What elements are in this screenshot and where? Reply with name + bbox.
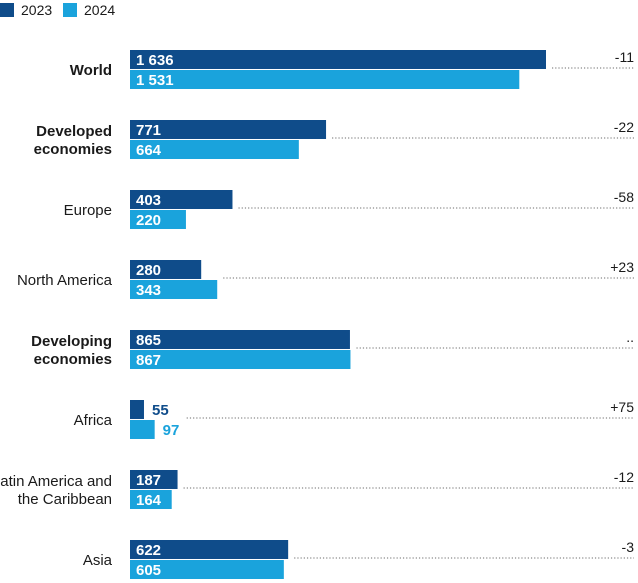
value-label-2024: 664 bbox=[136, 142, 162, 159]
change-label: -3 bbox=[622, 539, 635, 555]
value-label-2023: 55 bbox=[152, 402, 169, 419]
value-label-2024: 97 bbox=[163, 422, 180, 439]
bar-2023 bbox=[130, 50, 546, 69]
value-label-2023: 403 bbox=[136, 192, 161, 209]
bar-2023 bbox=[130, 540, 289, 559]
change-label: +75 bbox=[610, 399, 634, 415]
bar-2024 bbox=[130, 280, 218, 299]
category-row: Asia 622 605 -3 bbox=[83, 539, 634, 579]
bar-2024 bbox=[130, 210, 186, 229]
legend-label-2023: 2023 bbox=[21, 2, 52, 18]
category-label: Developing economies bbox=[31, 333, 112, 368]
category-label: Asia bbox=[83, 552, 113, 569]
bar-2024 bbox=[130, 420, 155, 439]
bar-2023 bbox=[130, 190, 233, 209]
value-label-2024: 343 bbox=[136, 282, 161, 299]
legend-swatch-2024 bbox=[63, 3, 77, 17]
bar-2023 bbox=[130, 120, 327, 139]
bar-2024 bbox=[130, 70, 520, 89]
category-label: Latin America and the Caribbean bbox=[0, 473, 112, 508]
category-label: North America bbox=[17, 272, 113, 289]
value-label-2023: 865 bbox=[136, 332, 161, 349]
bar-2024 bbox=[130, 140, 299, 159]
value-label-2023: 187 bbox=[136, 472, 161, 489]
category-label: World bbox=[70, 62, 112, 79]
category-row: North America 280 343 +23 bbox=[17, 259, 634, 299]
value-label-2024: 867 bbox=[136, 352, 161, 369]
value-label-2024: 220 bbox=[136, 212, 161, 229]
category-row: Developed economies 771 664 -22 bbox=[34, 119, 634, 159]
change-label: .. bbox=[626, 329, 634, 345]
legend-swatch-2023 bbox=[0, 3, 14, 17]
legend: 2023 2024 bbox=[0, 2, 115, 18]
change-label: -22 bbox=[614, 119, 634, 135]
category-row: Europe 403 220 -58 bbox=[64, 189, 634, 229]
bar-2024 bbox=[130, 490, 172, 509]
bar-2023 bbox=[130, 470, 178, 489]
category-label: Africa bbox=[74, 412, 113, 429]
category-row: Africa 55 97 +75 bbox=[74, 399, 634, 439]
chart-rows: World 1 636 1 531 -11 Developed economies 771 6… bbox=[0, 49, 634, 579]
category-row: Developing economies 865 867.. bbox=[31, 329, 634, 369]
legend-label-2024: 2024 bbox=[84, 2, 115, 18]
bar-2024 bbox=[130, 350, 351, 369]
value-label-2023: 622 bbox=[136, 542, 161, 559]
value-label-2024: 164 bbox=[136, 492, 162, 509]
value-label-2023: 1 636 bbox=[136, 52, 174, 69]
change-label: -58 bbox=[614, 189, 634, 205]
value-label-2024: 605 bbox=[136, 562, 161, 579]
bar-2024 bbox=[130, 560, 284, 579]
value-label-2024: 1 531 bbox=[136, 72, 174, 89]
category-label: Developed economies bbox=[34, 123, 112, 158]
bar-2023 bbox=[130, 260, 202, 279]
category-label: Europe bbox=[64, 202, 112, 219]
category-row: World 1 636 1 531 -11 bbox=[70, 49, 634, 89]
value-label-2023: 280 bbox=[136, 262, 161, 279]
bar-2023 bbox=[130, 330, 350, 349]
change-label: +23 bbox=[610, 259, 634, 275]
bar-2023 bbox=[130, 400, 144, 419]
category-row: Latin America and the Caribbean 187 164 -12 bbox=[0, 469, 634, 509]
change-label: -12 bbox=[614, 469, 634, 485]
value-label-2023: 771 bbox=[136, 122, 161, 139]
change-label: -11 bbox=[615, 49, 634, 65]
